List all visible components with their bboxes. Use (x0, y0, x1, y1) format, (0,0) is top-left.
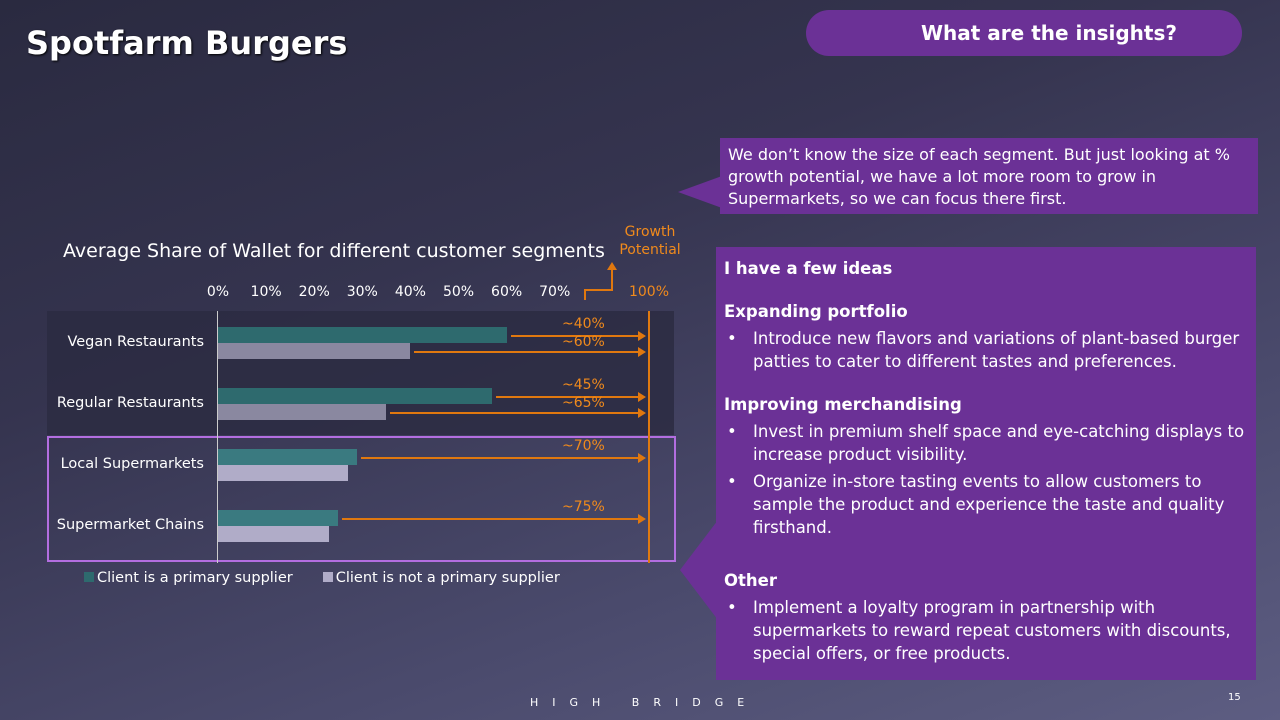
growth-label: ~40% (562, 316, 605, 332)
ideas-heading: I have a few ideas (724, 259, 893, 278)
category-label: Vegan Restaurants (67, 334, 204, 350)
insights-pill: What are the insights? (806, 10, 1242, 56)
growth-label: ~45% (562, 377, 605, 393)
section-title: Improving merchandising (724, 395, 962, 414)
tick-100: 100% (628, 284, 670, 300)
bar-primary (218, 510, 339, 526)
bar-primary (218, 449, 358, 465)
section-title: Other (724, 571, 777, 590)
growth-label: ~75% (562, 499, 605, 515)
bullet: Invest in premium shelf space and eye-ca… (724, 420, 1248, 466)
growth-label: ~65% (562, 395, 605, 411)
x-tick: 20% (298, 284, 330, 300)
category-label: Regular Restaurants (56, 395, 204, 411)
supermarket-highlight (47, 436, 676, 562)
target-100-line (648, 311, 650, 563)
growth-pointer-arrow (584, 262, 617, 300)
growth-arrow (361, 453, 646, 463)
y-axis (217, 311, 218, 563)
insight-callout: We don’t know the size of each segment. … (720, 138, 1258, 214)
x-tick: 70% (539, 284, 571, 300)
legend-label: Client is not a primary supplier (335, 570, 560, 586)
chart-title: Average Share of Wallet for different cu… (63, 240, 605, 262)
legend: Client is a primary supplier Client is n… (84, 570, 560, 586)
growth-potential-label: Growth Potential (619, 224, 681, 258)
bar-not-primary (218, 343, 411, 359)
legend-label: Client is a primary supplier (97, 570, 293, 586)
growth-arrow (390, 408, 646, 418)
category-label: Local Supermarkets (60, 456, 204, 472)
legend-swatch (322, 572, 333, 582)
growth-label: ~60% (562, 334, 605, 350)
x-tick: 60% (491, 284, 523, 300)
x-tick: 40% (394, 284, 426, 300)
growth-arrow (496, 392, 646, 402)
x-tick: 0% (206, 284, 230, 300)
legend-swatch (84, 572, 94, 582)
bullet: Introduce new flavors and variations of … (724, 327, 1248, 373)
callout-pointer (678, 176, 722, 208)
legend-item: Client is a primary supplier (84, 570, 293, 586)
bar-not-primary (218, 404, 387, 420)
slide-title: Spotfarm Burgers (26, 24, 348, 62)
growth-label: ~70% (562, 438, 605, 454)
ideas-pointer (680, 520, 718, 620)
footer-brand: HIGH BRIDGE (530, 696, 759, 709)
bar-primary (218, 327, 507, 343)
x-tick: 30% (346, 284, 378, 300)
bullet: Organize in-store tasting events to allo… (724, 470, 1248, 539)
ideas-box: I have a few ideas Expanding portfolio I… (716, 247, 1256, 680)
bullet: Implement a loyalty program in partnersh… (724, 596, 1248, 665)
x-tick: 10% (250, 284, 282, 300)
x-tick: 50% (442, 284, 475, 300)
bar-primary (218, 388, 493, 404)
legend-item: Client is not a primary supplier (322, 570, 560, 586)
page-number: 15 (1228, 692, 1241, 703)
bar-not-primary (218, 465, 348, 481)
bar-not-primary (218, 526, 329, 542)
category-label: Supermarket Chains (56, 517, 204, 533)
section-title: Expanding portfolio (724, 302, 908, 321)
growth-arrow (414, 347, 646, 357)
growth-arrow (342, 514, 646, 524)
growth-arrow (510, 331, 647, 341)
